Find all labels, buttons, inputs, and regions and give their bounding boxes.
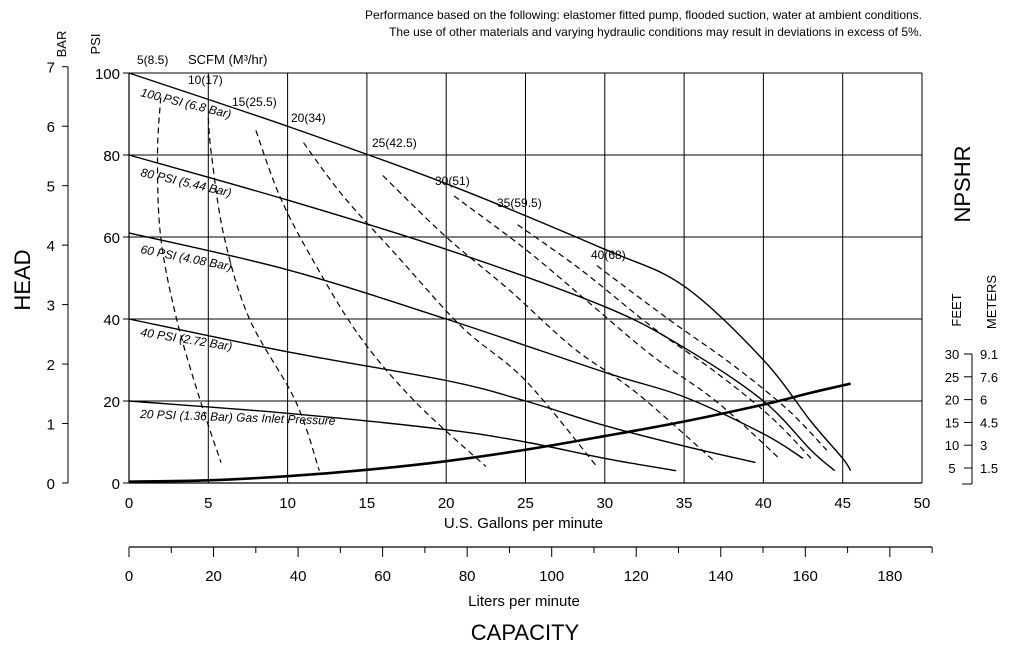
air-consumption-label: 20(34) (291, 111, 326, 125)
feet-tick-label: 30 (945, 347, 959, 362)
bar-tick-label: 3 (47, 298, 55, 315)
feet-tick-label: 5 (948, 461, 955, 476)
pressure-curve-label: 20 PSI (1.36 Bar) Gas Inlet Pressure (139, 407, 336, 428)
head-label: HEAD (10, 249, 35, 310)
psi-tick-label: 0 (112, 476, 120, 493)
pressure-curve-label: 40 PSI (2.72 Bar) (140, 325, 234, 353)
psi-tick-label: 60 (103, 230, 120, 247)
air-consumption-curve (517, 224, 812, 459)
feet-tick-label: 20 (945, 393, 959, 408)
x-tick-label: 20 (438, 495, 455, 512)
feet-tick-label: 10 (945, 438, 959, 453)
air-consumption-curve (255, 130, 487, 468)
x-tick-label: 35 (676, 495, 693, 512)
scfm-title: SCFM (M³/hr) (188, 52, 267, 67)
pressure-curve (128, 400, 677, 472)
meters-tick-label: 7.6 (980, 370, 998, 385)
air-consumption-curve (596, 265, 828, 451)
tick-labels: 0 5 10 15 20 25 30 35 40 45 5002040608010001234567… (47, 60, 998, 585)
air-consumption-label: 10(17) (188, 73, 223, 87)
x-tick-label: 25 (517, 495, 534, 512)
liters-tick-label: 0 (125, 568, 133, 585)
x-tick-label: 40 (755, 495, 772, 512)
air-consumption-curve (156, 97, 222, 463)
bar-tick-label: 6 (47, 119, 55, 136)
feet-label: FEET (949, 293, 964, 326)
capacity-label: CAPACITY (471, 620, 580, 645)
air-consumption-label: 35(59.5) (497, 196, 542, 210)
bar-tick-label: 2 (47, 357, 55, 374)
air-consumption-label: 40(68) (591, 248, 626, 262)
psi-tick-label: 20 (103, 394, 120, 411)
bar-unit-label: BAR (54, 31, 69, 58)
npshr-label: NPSHR (950, 145, 975, 222)
feet-tick-label: 25 (945, 370, 959, 385)
bar-tick-label: 7 (47, 60, 55, 77)
psi-unit-label: PSI (88, 34, 103, 55)
meters-tick-label: 1.5 (980, 461, 998, 476)
pressure-curve (128, 154, 836, 472)
liters-tick-label: 160 (793, 568, 818, 585)
x-tick-label: 10 (279, 495, 296, 512)
air-consumption-label: 30(51) (435, 174, 470, 188)
pressure-curve (128, 318, 756, 464)
psi-tick-label: 40 (103, 312, 120, 329)
liters-tick-label: 60 (374, 568, 391, 585)
x-tick-label: 50 (914, 495, 931, 512)
x-tick-label: 15 (359, 495, 376, 512)
bar-tick-label: 4 (47, 238, 55, 255)
series-layer: 100 PSI (6.8 Bar)80 PSI (5.44 Bar)60 PSI… (128, 53, 852, 483)
x-tick-label: 30 (596, 495, 613, 512)
liters-tick-label: 100 (539, 568, 564, 585)
liters-tick-label: 140 (708, 568, 733, 585)
liters-axis-label: Liters per minute (468, 593, 580, 610)
air-consumption-curve (303, 142, 598, 467)
liters-tick-label: 20 (205, 568, 222, 585)
psi-tick-label: 100 (95, 66, 120, 83)
bar-tick-label: 5 (47, 179, 55, 196)
liters-tick-label: 40 (290, 568, 307, 585)
axes (128, 73, 933, 548)
meters-tick-label: 6 (980, 393, 987, 408)
pressure-curve-label: 60 PSI (4.08 Bar) (139, 242, 233, 273)
performance-note-line-1: Performance based on the following: elas… (365, 8, 922, 22)
air-consumption-label: 5(8.5) (137, 53, 168, 67)
air-consumption-curve (207, 118, 320, 471)
feet-tick-label: 15 (945, 415, 959, 430)
pressure-curve (128, 72, 852, 472)
liters-tick-label: 120 (624, 568, 649, 585)
meters-tick-label: 9.1 (980, 347, 998, 362)
air-consumption-label: 25(42.5) (372, 136, 417, 150)
pressure-curve (128, 232, 804, 459)
air-consumption-label: 15(25.5) (232, 95, 277, 109)
performance-note-line-2: The use of other materials and varying h… (389, 25, 922, 39)
x-tick-label: 0 (125, 495, 133, 512)
pressure-curve-label: 100 PSI (6.8 Bar) (139, 85, 232, 121)
air-consumption-curve (382, 175, 717, 463)
liters-tick-label: 80 (459, 568, 476, 585)
meters-tick-label: 3 (980, 438, 987, 453)
bar-tick-label: 0 (47, 476, 55, 493)
meters-label: METERS (984, 275, 999, 330)
meters-tick-label: 4.5 (980, 415, 998, 430)
npshr-curve (128, 382, 851, 483)
liters-tick-label: 180 (877, 568, 902, 585)
psi-tick-label: 80 (103, 148, 120, 165)
x-tick-label: 5 (204, 495, 212, 512)
air-consumption-curve (453, 195, 780, 459)
x-tick-label: 45 (834, 495, 851, 512)
x-axis-label: U.S. Gallons per minute (444, 515, 603, 532)
bar-tick-label: 1 (47, 417, 55, 434)
